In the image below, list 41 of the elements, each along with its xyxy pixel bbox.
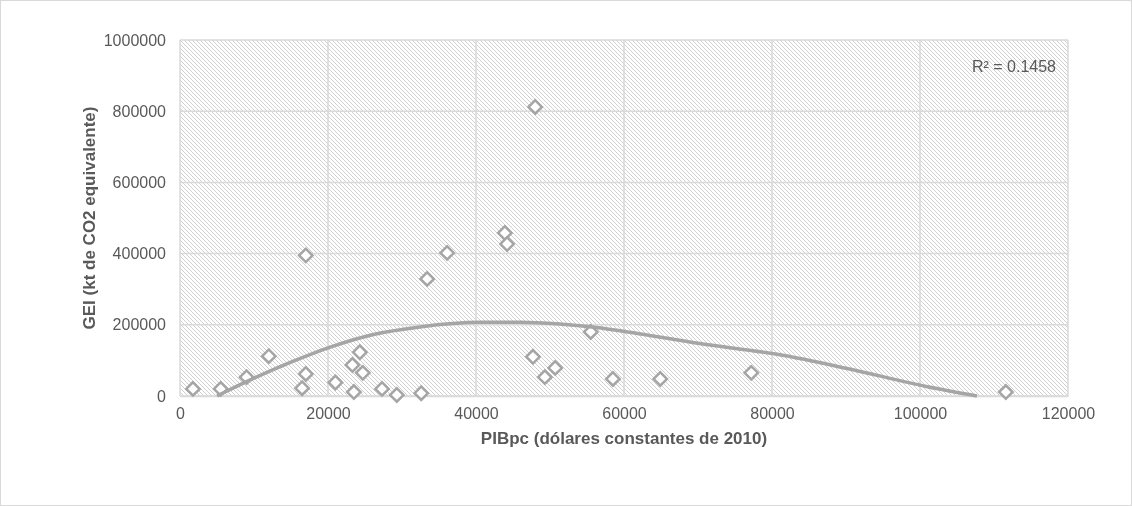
point	[351, 344, 368, 361]
point	[374, 380, 390, 397]
x-tick-label: 60000	[602, 405, 647, 423]
point	[499, 236, 516, 252]
point	[344, 357, 361, 373]
y-axis-title: GEI (kt de CO2 equivalente)	[80, 106, 99, 330]
annotation: R² = 0.1458	[971, 58, 1057, 75]
point	[652, 370, 669, 387]
x-tick-label: 80000	[750, 405, 795, 423]
point	[525, 348, 541, 365]
x-tick-label: 20000	[306, 405, 351, 423]
y-tick-label: 400000	[112, 245, 167, 263]
point	[388, 386, 405, 403]
point	[260, 348, 277, 365]
point	[527, 98, 544, 115]
point	[547, 359, 564, 376]
point	[184, 380, 201, 397]
point	[297, 365, 314, 382]
y-tick-label: 200000	[112, 316, 167, 334]
y-tick-label: 0	[157, 387, 167, 405]
x-tick-label: 40000	[454, 405, 499, 423]
point	[604, 370, 621, 387]
y-tick-label: 800000	[112, 102, 167, 120]
point	[354, 364, 371, 381]
point	[327, 374, 344, 391]
x-tick-label: 100000	[893, 405, 948, 423]
y-tick-label: 1000000	[103, 31, 167, 49]
y-tick-label: 600000	[112, 174, 167, 192]
point	[297, 247, 314, 264]
x-tick-label: 0	[176, 405, 186, 423]
point	[743, 364, 760, 381]
point	[536, 369, 553, 386]
point	[496, 224, 513, 241]
point	[345, 384, 362, 401]
x-tick-label: 120000	[1041, 405, 1096, 423]
point	[413, 385, 430, 402]
point	[997, 384, 1014, 401]
point	[439, 244, 456, 261]
point	[294, 380, 311, 397]
point	[419, 270, 436, 287]
x-axis-title: PIBpc (dólares constantes de 2010)	[480, 429, 768, 448]
